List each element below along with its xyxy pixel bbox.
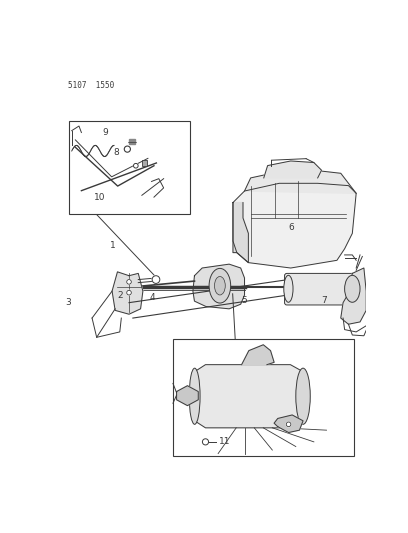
Circle shape (133, 164, 138, 168)
Circle shape (152, 276, 160, 284)
FancyBboxPatch shape (284, 273, 355, 305)
Text: 4: 4 (149, 293, 155, 302)
Circle shape (124, 146, 131, 152)
Circle shape (286, 422, 291, 426)
Polygon shape (274, 415, 303, 432)
Polygon shape (195, 365, 303, 428)
Text: 8: 8 (113, 148, 119, 157)
Text: 2: 2 (118, 292, 123, 300)
Text: 6: 6 (288, 223, 294, 232)
Ellipse shape (345, 276, 360, 302)
Ellipse shape (189, 368, 200, 424)
Bar (173, 339, 354, 456)
Polygon shape (242, 345, 274, 365)
Polygon shape (264, 161, 322, 178)
Polygon shape (177, 386, 198, 406)
Bar (142, 160, 146, 166)
Text: 10: 10 (94, 192, 106, 201)
Text: 5: 5 (242, 296, 248, 305)
Text: 1: 1 (110, 241, 115, 250)
Ellipse shape (215, 277, 225, 295)
Polygon shape (233, 203, 248, 263)
Polygon shape (193, 264, 244, 309)
Polygon shape (341, 268, 366, 324)
Polygon shape (112, 272, 143, 314)
Circle shape (127, 280, 131, 284)
Circle shape (127, 290, 131, 295)
Text: 7: 7 (321, 296, 327, 305)
Ellipse shape (284, 276, 293, 302)
Text: 11: 11 (219, 438, 230, 446)
Polygon shape (233, 183, 356, 268)
Text: 9: 9 (102, 128, 108, 137)
Ellipse shape (296, 368, 310, 424)
Bar (69, 122, 190, 214)
Bar (129, 140, 135, 144)
Circle shape (202, 439, 208, 445)
Polygon shape (244, 170, 356, 193)
Text: 3: 3 (65, 298, 71, 308)
Text: 5107  1550: 5107 1550 (69, 81, 115, 90)
Ellipse shape (209, 269, 231, 303)
